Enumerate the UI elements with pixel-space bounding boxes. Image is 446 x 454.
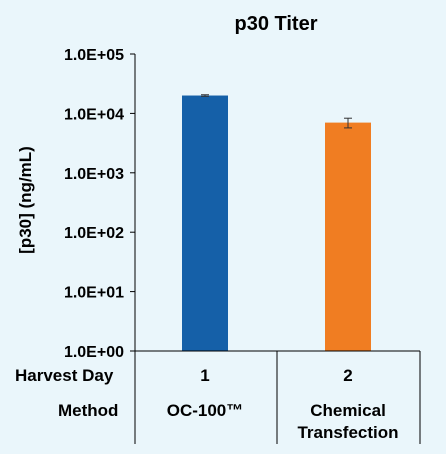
y-tick-label: 1.0E+00 bbox=[64, 344, 124, 361]
method-cell: Transfection bbox=[297, 423, 398, 442]
bar bbox=[182, 95, 228, 351]
row-label-harvest-day: Harvest Day bbox=[15, 366, 114, 385]
category-table-cells: 1 2 OC-100™ Chemical Transfection bbox=[167, 366, 399, 442]
y-tick-label: 1.0E+01 bbox=[64, 285, 124, 302]
method-cell: OC-100™ bbox=[167, 401, 244, 420]
y-axis-label: [p30] (ng/mL) bbox=[16, 146, 35, 254]
harvest-day-cell: 1 bbox=[200, 366, 209, 385]
bars bbox=[182, 94, 371, 352]
row-label-method: Method bbox=[58, 401, 118, 420]
y-tick-label: 1.0E+05 bbox=[64, 47, 124, 64]
method-cell: Chemical bbox=[310, 401, 386, 420]
y-tick-label: 1.0E+04 bbox=[64, 106, 124, 123]
chart-title: p30 Titer bbox=[235, 13, 318, 35]
category-table-grid bbox=[135, 350, 421, 444]
harvest-day-cell: 2 bbox=[343, 366, 352, 385]
y-tick-label: 1.0E+03 bbox=[64, 166, 124, 183]
y-tick-label: 1.0E+02 bbox=[64, 225, 124, 242]
bar bbox=[325, 122, 371, 352]
y-axis-ticks: 1.0E+00 1.0E+01 1.0E+02 1.0E+03 1.0E+04 1.0E+… bbox=[64, 47, 135, 361]
